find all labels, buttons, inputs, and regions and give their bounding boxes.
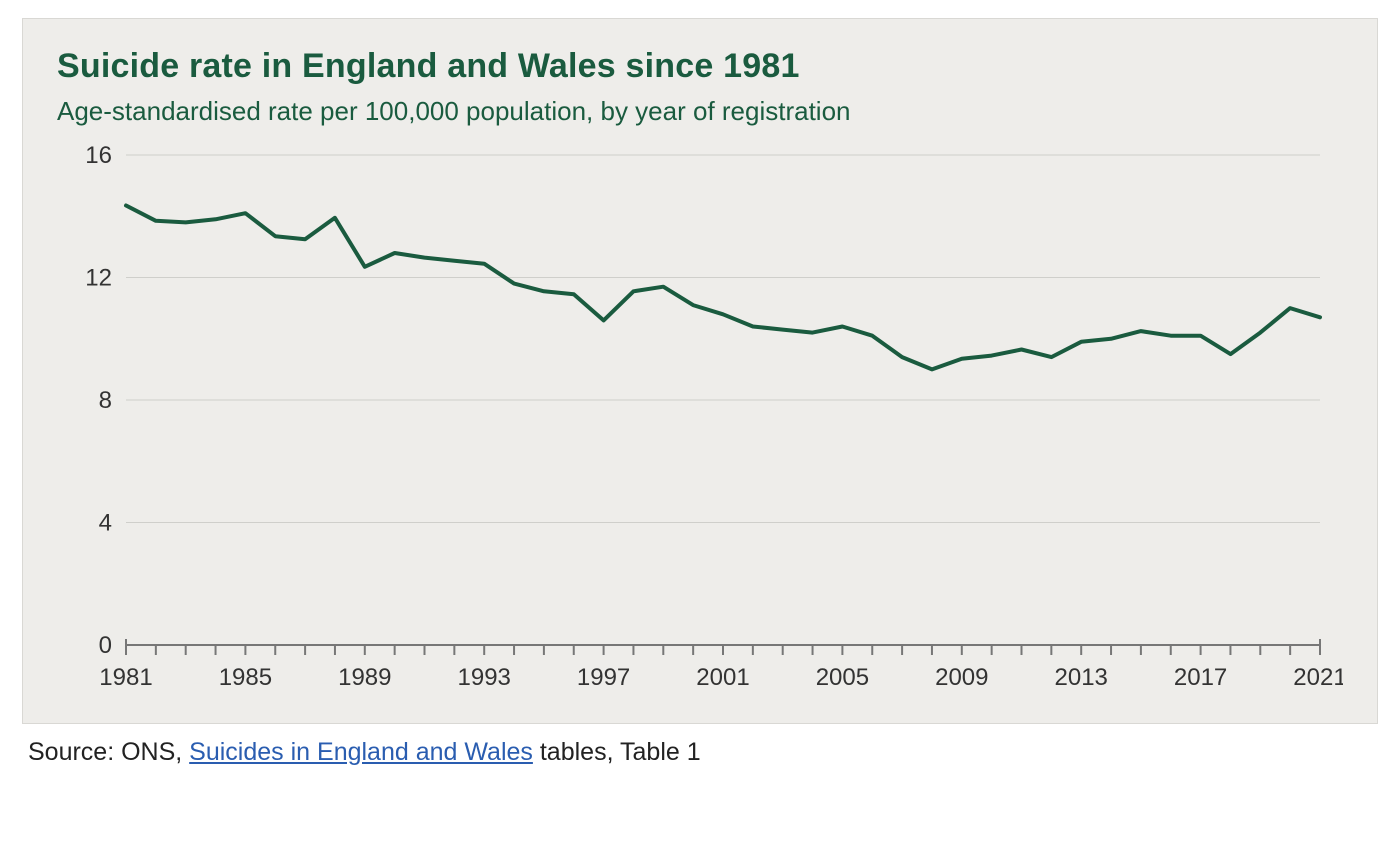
- x-tick-label: 1997: [577, 664, 630, 691]
- x-tick-label: 1989: [338, 664, 391, 691]
- source-link[interactable]: Suicides in England and Wales: [189, 738, 533, 766]
- x-tick-label: 2001: [696, 664, 749, 691]
- x-tick-label: 2009: [935, 664, 988, 691]
- x-tick-label: 2021: [1293, 664, 1343, 691]
- y-tick-label: 16: [85, 145, 112, 169]
- chart-card: Suicide rate in England and Wales since …: [22, 18, 1378, 724]
- x-tick-label: 2005: [816, 664, 869, 691]
- chart-subtitle: Age-standardised rate per 100,000 popula…: [57, 96, 1343, 127]
- x-tick-label: 2017: [1174, 664, 1227, 691]
- x-tick-label: 1985: [219, 664, 272, 691]
- x-tick-label: 1981: [99, 664, 152, 691]
- source-prefix: Source: ONS,: [28, 738, 189, 766]
- x-tick-label: 1993: [458, 664, 511, 691]
- rate-series-line: [126, 206, 1320, 370]
- x-tick-label: 2013: [1055, 664, 1108, 691]
- line-chart: 0 4 8 12 16 1981 1985 1989 1993 1997 2001 2005 2009 2…: [57, 145, 1343, 705]
- chart-source: Source: ONS, Suicides in England and Wal…: [28, 738, 1378, 767]
- chart-title: Suicide rate in England and Wales since …: [57, 47, 1343, 86]
- y-tick-label: 8: [99, 387, 112, 414]
- y-tick-label: 12: [85, 265, 112, 292]
- y-tick-label: 4: [99, 510, 112, 537]
- y-tick-label: 0: [99, 632, 112, 659]
- source-suffix: tables, Table 1: [540, 738, 701, 766]
